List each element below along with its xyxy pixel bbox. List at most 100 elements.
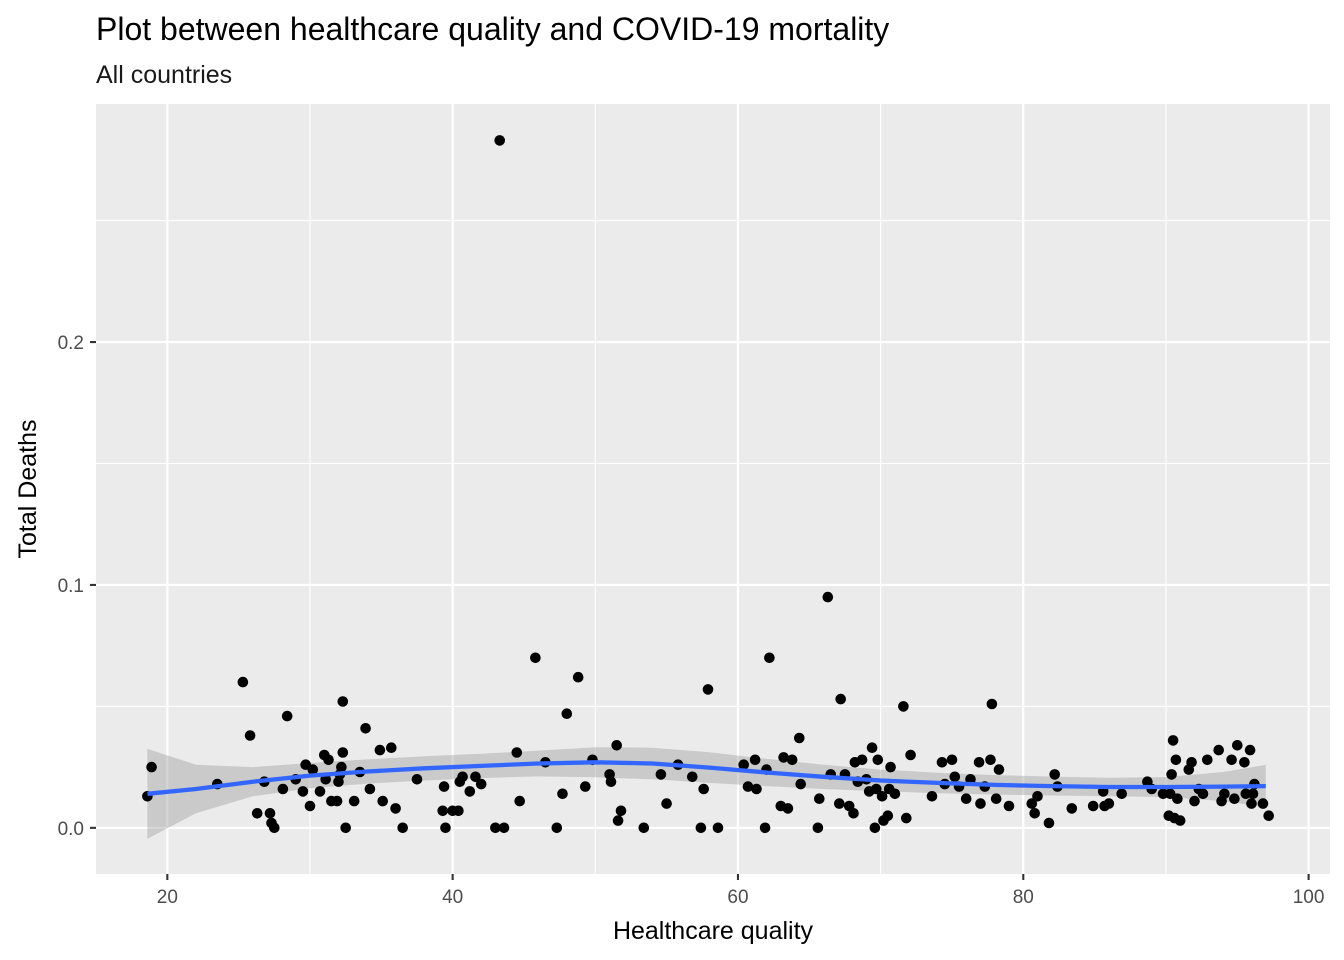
data-point [882,810,894,821]
data-point [1049,769,1060,780]
data-point [687,771,698,783]
data-point [1232,740,1243,751]
data-point [348,795,360,807]
data-point [470,771,481,783]
data-point [1257,798,1269,809]
data-point [856,754,868,766]
chart-title: Plot between healthcare quality and COVI… [96,11,889,47]
data-point [475,778,487,790]
major-gridlines [96,104,1330,874]
data-point [281,710,293,722]
smooth-line-layer [147,760,1266,796]
data-point [1166,769,1177,780]
data-point [611,740,622,751]
data-point [778,752,789,763]
data-point [936,757,948,768]
data-point [1202,754,1213,766]
data-point [1116,788,1127,800]
data-point [490,822,501,834]
data-point [834,798,845,809]
data-point [702,684,714,695]
data-point [440,822,451,834]
smooth-line [147,760,1266,796]
data-point [374,744,386,756]
y-tick-label: 0.1 [58,576,84,597]
data-point [337,747,349,758]
data-point [742,781,754,792]
data-point [990,793,1002,804]
data-point [786,754,798,766]
data-point [985,754,996,766]
x-tick-label: 40 [442,887,463,908]
data-point [946,754,958,766]
data-point [340,822,352,834]
data-point [464,786,476,797]
data-point [794,732,805,744]
data-point [764,652,775,664]
data-point [1263,810,1274,821]
data-point [986,698,998,710]
data-point [1186,757,1197,768]
y-axis: 0.0 0.1 0.2 [58,333,96,840]
data-point [926,791,938,802]
data-point [1174,815,1186,826]
data-point [638,822,650,834]
data-point [557,788,568,800]
data-point [146,761,157,773]
data-point [655,769,667,780]
y-tick-label: 0.0 [58,819,84,840]
data-point [993,764,1005,775]
data-point [869,822,881,834]
data-point [580,781,591,792]
x-tick-label: 20 [157,887,178,908]
data-point [973,757,985,768]
data-point [1189,795,1200,807]
data-point [866,742,878,753]
data-point [397,822,409,834]
data-point [561,708,573,719]
data-point [277,783,289,795]
data-point [695,822,707,834]
data-point [1043,817,1055,829]
data-point [1066,803,1078,814]
data-point [514,795,525,807]
data-point [297,786,309,797]
chart-subtitle: All countries [96,61,232,89]
data-point [712,822,724,834]
x-axis: 20 40 60 80 100 [157,874,1324,908]
data-point [949,771,961,783]
data-point [251,808,263,819]
data-point [738,759,749,770]
data-point [364,783,376,795]
data-point [905,749,916,761]
data-point [1244,744,1256,756]
data-point [876,791,888,802]
data-point [1246,798,1257,809]
data-point [835,693,846,705]
data-point [1087,800,1099,812]
data-point [390,803,401,814]
data-point [323,754,334,766]
data-point [572,671,584,683]
data-point [814,793,825,804]
data-point [530,652,541,664]
data-point [872,754,884,766]
data-point [1219,788,1230,800]
data-point [336,761,347,773]
data-point [1029,808,1040,819]
x-axis-title: Healthcare quality [613,917,814,945]
data-point [304,800,316,812]
data-point [1032,791,1043,802]
data-point [759,822,771,834]
data-point [457,771,468,783]
data-point [612,815,624,826]
x-tick-label: 60 [727,887,748,908]
data-point [698,783,709,795]
data-point [975,798,986,809]
data-point [1103,798,1115,809]
data-point [437,805,449,817]
data-point [331,795,343,807]
data-point [511,747,523,758]
y-axis-title: Total Deaths [14,420,42,559]
data-point [1213,744,1224,756]
